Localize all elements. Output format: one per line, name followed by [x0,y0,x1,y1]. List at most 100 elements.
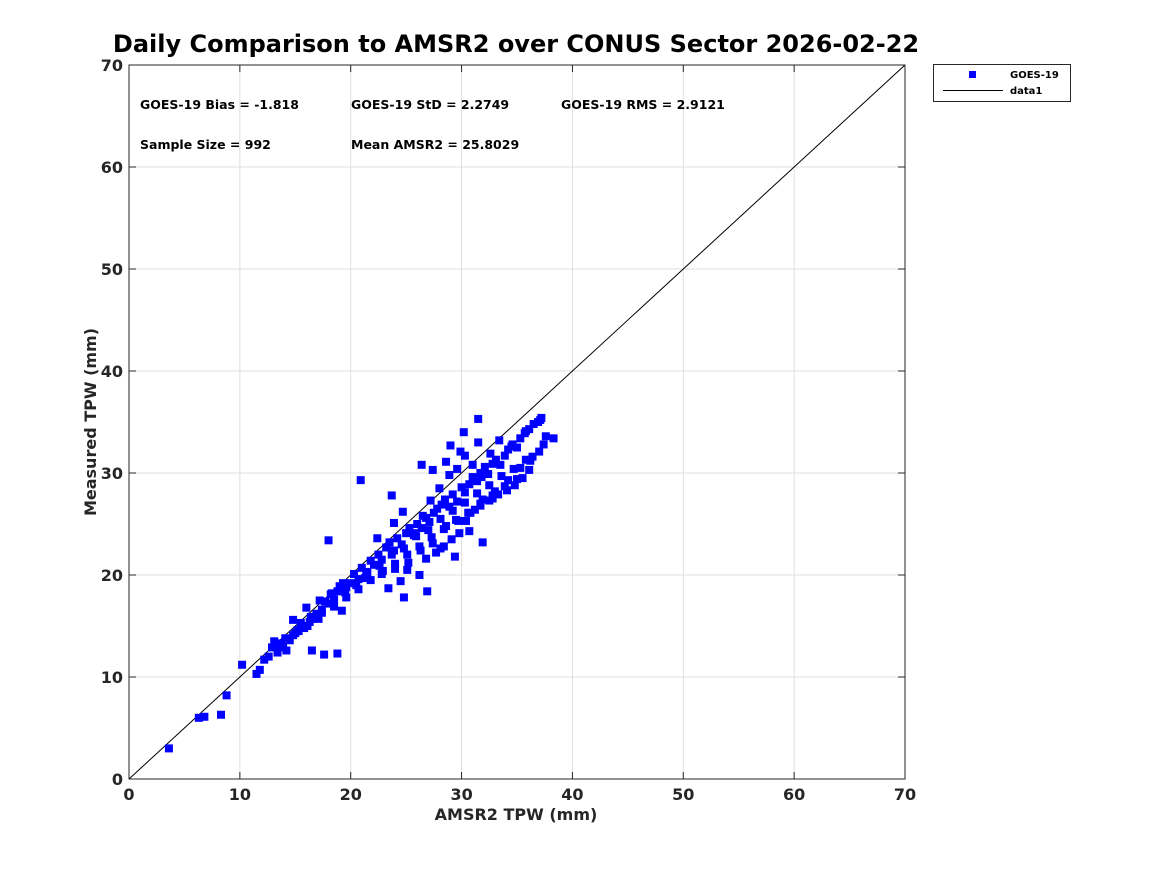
data-point [405,524,414,533]
data-point [476,499,485,508]
annotation-sample-size: Sample Size = 992 [140,137,271,152]
data-point [252,669,261,678]
data-point [536,415,545,424]
data-point [416,546,425,555]
data-point [521,427,530,436]
data-point [413,520,422,528]
x-tick-label: 20 [340,785,362,804]
data-point [389,546,398,555]
data-point [488,494,497,503]
data-point [424,526,433,535]
data-point [429,508,438,517]
data-point [526,456,535,465]
data-point [453,497,462,506]
data-point [346,579,355,588]
goes-19-markers [164,413,558,753]
data-point [366,576,375,585]
legend-label-data1: data1 [1010,86,1042,97]
data-point [462,516,471,525]
data-point [450,552,459,561]
data-point [357,563,366,572]
data-point [503,486,512,495]
data-point [369,560,378,569]
data-point [500,451,509,460]
y-tick-label: 70 [101,56,123,75]
data-point [361,574,370,583]
annotation-mean-amsr2: Mean AMSR2 = 25.8029 [351,137,519,152]
data-point [341,588,350,597]
data-point [415,542,424,551]
data-point [281,634,290,643]
data-point [525,465,534,474]
data-point [425,517,434,526]
data-point [427,533,436,542]
data-point [222,691,231,700]
data-point [433,504,442,513]
data-point [327,589,336,598]
data-point [391,559,400,568]
data-point [338,579,347,588]
data-point [289,615,298,624]
data-point [460,488,469,497]
data-point [464,508,473,517]
y-tick-label: 20 [101,566,123,585]
data-point [509,464,518,473]
data-point [366,556,375,565]
data-point [403,550,412,559]
data-point [436,514,445,523]
data-point [238,660,247,669]
data-point [549,434,558,443]
data-point [500,482,509,491]
data-point [448,506,457,515]
data-point [282,646,291,655]
plot-frame [128,64,906,780]
data-point [460,498,469,507]
data-point [333,649,342,658]
data-point [465,527,474,536]
data-point [164,744,173,753]
data-point [445,471,454,480]
data-point [491,455,500,464]
y-tick-label: 30 [101,464,123,483]
data-point [490,487,499,496]
data-point [279,642,288,651]
data-point [468,460,477,469]
y-axis-label: Measured TPW (mm) [81,328,100,516]
data-point [285,636,294,645]
data-point [382,543,391,552]
data-point [217,710,226,719]
x-tick-label: 50 [672,785,694,804]
data1-line [128,64,906,780]
data-point [486,449,495,458]
data-point [391,564,400,573]
chart-title: Daily Comparison to AMSR2 over CONUS Sec… [113,30,919,58]
data-point [307,646,316,655]
data-point [333,587,342,596]
data-point [436,544,445,553]
data-point [510,481,519,490]
legend-label-goes-19: GOES-19 [1010,70,1059,81]
data-point [374,550,383,559]
data-point [324,599,333,608]
data-point [478,495,487,504]
data-point [446,441,455,450]
data-point [423,587,432,596]
data-point [396,577,405,586]
data-point [404,558,413,567]
data-point [255,665,264,674]
data-point [418,511,427,520]
y-tick-label: 40 [101,362,123,381]
legend-marker-icon [969,71,976,78]
data-point [426,496,435,505]
data-point [496,460,505,469]
x-tick-label: 10 [229,785,251,804]
y-tick-label: 50 [101,260,123,279]
data-point [473,489,482,498]
data-point [432,548,441,557]
data-point [342,593,351,602]
data-point [412,532,421,541]
y-tick-label: 60 [101,158,123,177]
data-point [398,507,407,516]
x-axis-label: AMSR2 TPW (mm) [435,805,598,824]
data-point [305,617,314,626]
